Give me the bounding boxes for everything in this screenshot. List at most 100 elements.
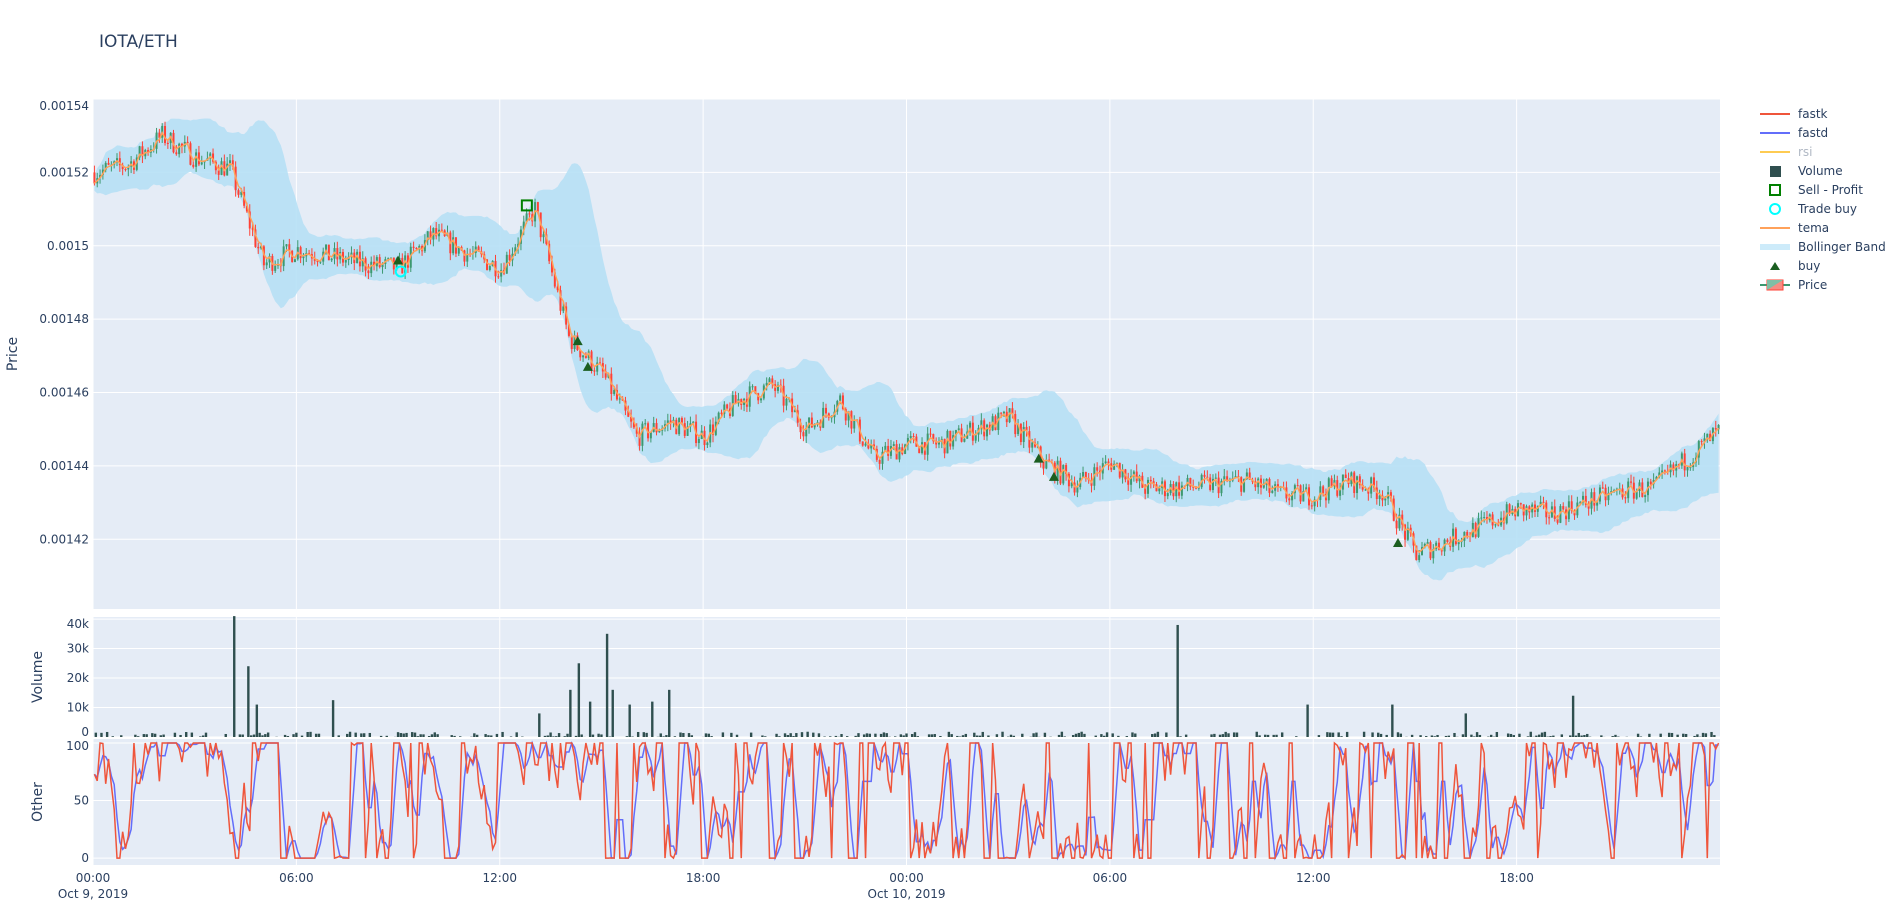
legend-item-fastk[interactable]: fastk: [1758, 104, 1886, 123]
volume-bar: [515, 732, 518, 737]
candle-body: [1672, 464, 1675, 471]
candle-body: [768, 378, 771, 383]
volume-bar: [687, 733, 691, 737]
candlestick: [1045, 454, 1048, 470]
candlestick: [723, 401, 726, 418]
volume-bar: [337, 735, 340, 737]
candle-body: [1395, 520, 1398, 529]
volume-bar: [710, 736, 713, 737]
candle-body: [974, 434, 977, 441]
volume-y-tick-label: 10k: [67, 701, 89, 715]
volume-bar: [1077, 732, 1081, 737]
candle-body: [1596, 501, 1599, 506]
legend-item-volume[interactable]: Volume: [1758, 161, 1886, 180]
legend-item-trade-buy[interactable]: Trade buy: [1758, 199, 1886, 218]
legend-item-sell-profit[interactable]: Sell - Profit: [1758, 180, 1886, 199]
candle-body: [353, 252, 356, 264]
volume-bar: [173, 732, 177, 737]
candlestick: [1076, 480, 1079, 498]
volume-bar: [1574, 735, 1578, 737]
candle-body: [228, 160, 231, 164]
candle-body: [1034, 442, 1037, 447]
candle-body: [1144, 487, 1147, 494]
candlestick: [712, 417, 715, 443]
x-tick-date: Oct 10, 2019: [868, 887, 946, 901]
candlestick: [1584, 488, 1587, 508]
volume-bar: [490, 735, 493, 737]
volume-bar: [1295, 736, 1298, 737]
other-y-tick-label: 100: [66, 739, 89, 753]
volume-bar: [190, 732, 194, 737]
candle-body: [720, 412, 723, 414]
candlestick: [1135, 464, 1138, 484]
legend-item-buy[interactable]: buy: [1758, 256, 1886, 275]
candlestick: [116, 153, 119, 167]
candlestick: [104, 161, 107, 173]
candlestick: [909, 431, 912, 444]
candle-body: [1406, 527, 1409, 540]
volume-bar: [405, 732, 408, 737]
candlestick: [336, 241, 339, 267]
candlestick: [1700, 439, 1703, 446]
volume-bar: [546, 735, 549, 737]
volume-bar: [1710, 731, 1713, 737]
volume-bar: [1676, 734, 1679, 737]
legend-item-price[interactable]: Price: [1758, 275, 1886, 294]
volume-bar: [817, 733, 821, 737]
volume-bar: [704, 733, 708, 737]
candlestick: [994, 414, 997, 431]
candlestick: [147, 147, 150, 156]
candlestick: [1686, 466, 1689, 477]
legend-item-rsi[interactable]: rsi: [1758, 142, 1886, 161]
candle-body: [1107, 461, 1110, 464]
legend-item-fastd[interactable]: fastd: [1758, 123, 1886, 142]
volume-bar: [882, 732, 886, 737]
volume-bar: [1111, 733, 1114, 737]
candle-body: [638, 433, 641, 446]
candle-body: [1065, 465, 1068, 474]
volume-bar: [642, 732, 646, 737]
volume-bar: [786, 735, 790, 737]
candle-body: [1220, 480, 1223, 494]
candlestick: [429, 225, 432, 245]
candle-body: [1661, 470, 1664, 473]
candle-body: [844, 408, 847, 421]
volume-bar: [1362, 731, 1366, 737]
volume-bar: [1371, 732, 1374, 737]
candlestick: [435, 222, 438, 240]
candle-body: [1683, 453, 1686, 471]
candlestick: [1059, 457, 1062, 486]
candlestick: [929, 428, 932, 439]
volume-bar: [473, 733, 476, 737]
candle-body: [217, 170, 220, 175]
candle-body: [1426, 542, 1429, 545]
candlestick: [1601, 481, 1604, 490]
candlestick: [1008, 407, 1011, 424]
candle-body: [1172, 484, 1175, 497]
candle-body: [644, 423, 647, 425]
legend-item-bollinger-band[interactable]: Bollinger Band: [1758, 237, 1886, 256]
candle-body: [175, 152, 178, 155]
candle-body: [299, 247, 302, 259]
volume-bar: [933, 734, 936, 737]
legend-item-tema[interactable]: tema: [1758, 218, 1886, 237]
candle-body: [1548, 517, 1551, 519]
volume-bar: [261, 735, 264, 737]
candlestick: [440, 223, 443, 232]
candlestick: [1192, 479, 1195, 491]
candle-body: [147, 150, 150, 153]
volume-bar: [1255, 731, 1258, 737]
volume-bar: [1512, 735, 1516, 737]
candle-body: [1203, 474, 1206, 477]
volume-bar: [1184, 734, 1188, 737]
candle-body: [570, 335, 573, 349]
volume-bar: [1117, 735, 1120, 737]
candle-body: [918, 446, 921, 454]
volume-bar: [574, 735, 578, 737]
volume-bar: [862, 734, 866, 737]
volume-bar: [1176, 624, 1179, 737]
volume-bar: [1670, 732, 1674, 737]
candle-body: [285, 244, 288, 247]
candlestick: [805, 421, 808, 444]
volume-bar: [795, 733, 798, 737]
